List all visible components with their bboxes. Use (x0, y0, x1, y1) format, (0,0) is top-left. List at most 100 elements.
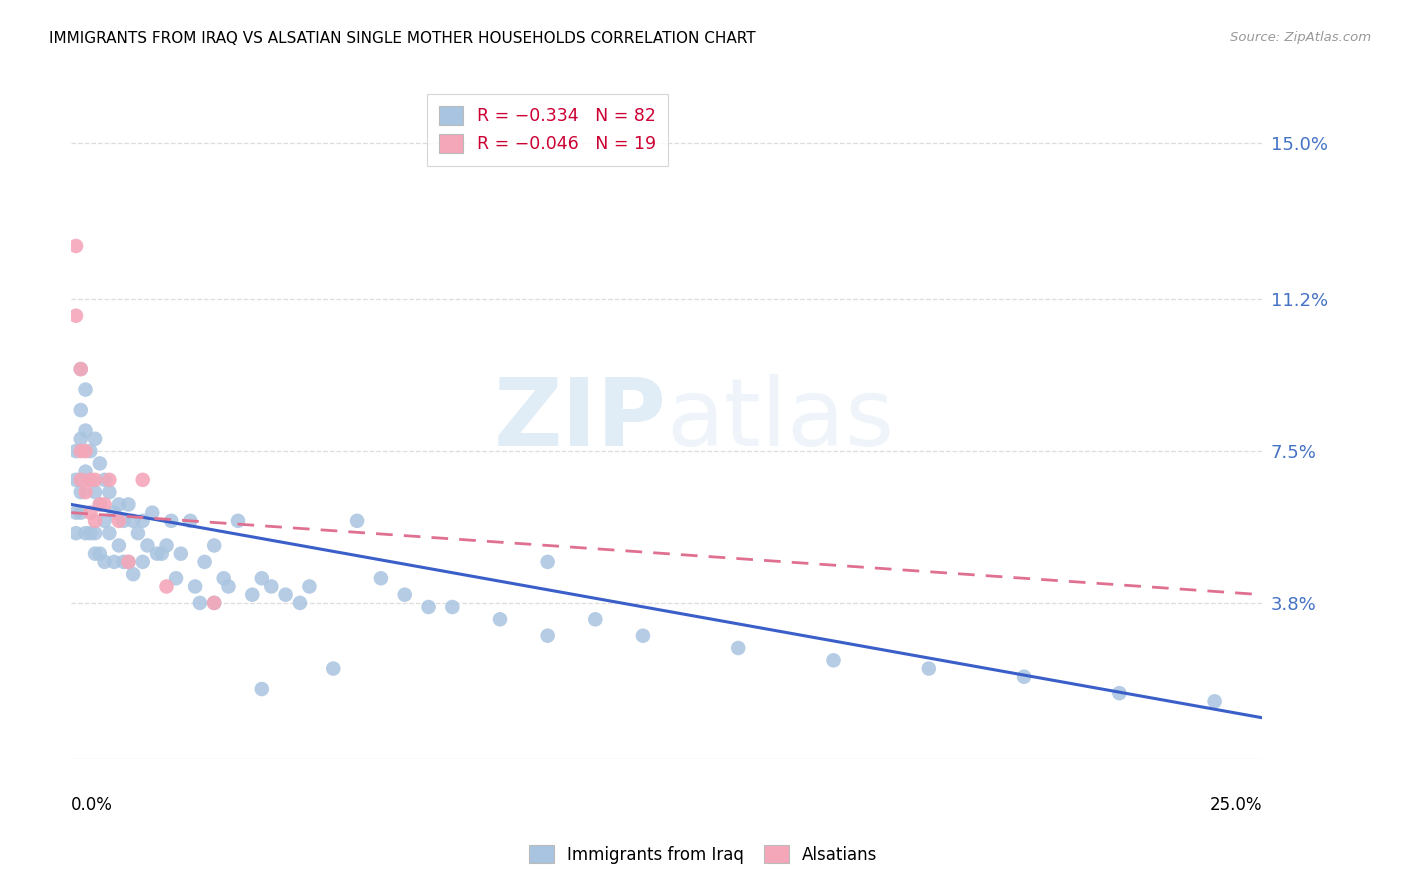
Point (65, 526, 87, 541)
Point (155, 579, 177, 593)
Point (165, 571, 187, 585)
Point (179, 514, 201, 528)
Point (84, 473, 107, 487)
Point (146, 547, 169, 561)
Point (250, 571, 273, 585)
Text: Source: ZipAtlas.com: Source: ZipAtlas.com (1230, 31, 1371, 45)
Point (274, 588, 297, 602)
Point (69, 403, 91, 417)
Point (122, 514, 145, 528)
Point (89, 547, 111, 561)
Point (1012, 670, 1035, 684)
Point (250, 681, 273, 696)
Point (84, 526, 107, 541)
Point (89, 498, 111, 512)
Point (69, 444, 91, 458)
Point (108, 514, 131, 528)
Point (155, 539, 177, 553)
Point (160, 514, 183, 528)
Point (93, 473, 115, 487)
Point (75, 444, 97, 458)
Point (122, 567, 145, 582)
Point (75, 485, 97, 500)
Point (131, 555, 153, 569)
Point (170, 547, 193, 561)
Point (918, 661, 941, 675)
Point (489, 612, 512, 626)
Point (98, 485, 121, 500)
Legend: Immigrants from Iraq, Alsatians: Immigrants from Iraq, Alsatians (522, 838, 884, 871)
Point (89, 457, 111, 471)
Point (75, 424, 97, 438)
Point (65, 473, 87, 487)
Point (103, 555, 125, 569)
Text: ZIP: ZIP (494, 375, 666, 467)
Legend: R = −0.334   N = 82, R = −0.046   N = 19: R = −0.334 N = 82, R = −0.046 N = 19 (427, 94, 668, 166)
Point (127, 526, 149, 541)
Point (65, 239, 87, 253)
Point (194, 555, 217, 569)
Point (75, 383, 97, 397)
Point (103, 506, 125, 520)
Point (112, 514, 135, 528)
Point (1108, 686, 1130, 700)
Point (1204, 694, 1226, 708)
Point (79, 506, 101, 520)
Point (260, 579, 283, 593)
Text: 0.0%: 0.0% (72, 796, 112, 814)
Point (441, 599, 464, 614)
Point (727, 640, 749, 655)
Point (75, 465, 97, 479)
Text: atlas: atlas (666, 375, 896, 467)
Point (217, 579, 239, 593)
Text: 25.0%: 25.0% (1209, 796, 1263, 814)
Point (79, 526, 101, 541)
Point (84, 432, 107, 446)
Point (202, 596, 225, 610)
Point (240, 588, 263, 602)
Point (69, 362, 91, 376)
Point (108, 498, 131, 512)
Point (537, 629, 560, 643)
Point (117, 555, 139, 569)
Point (69, 432, 91, 446)
Point (370, 571, 392, 585)
Point (583, 612, 606, 626)
Point (93, 555, 115, 569)
Point (108, 539, 131, 553)
Point (65, 506, 87, 520)
Point (322, 661, 344, 675)
Point (84, 485, 107, 500)
Point (93, 514, 115, 528)
Point (65, 444, 87, 458)
Point (131, 514, 153, 528)
Point (394, 588, 416, 602)
Point (69, 362, 91, 376)
Point (346, 514, 368, 528)
Text: IMMIGRANTS FROM IRAQ VS ALSATIAN SINGLE MOTHER HOUSEHOLDS CORRELATION CHART: IMMIGRANTS FROM IRAQ VS ALSATIAN SINGLE … (49, 31, 756, 46)
Point (212, 571, 235, 585)
Point (131, 473, 153, 487)
Point (188, 596, 211, 610)
Point (65, 309, 87, 323)
Point (84, 514, 107, 528)
Point (79, 473, 101, 487)
Point (418, 599, 440, 614)
Point (89, 498, 111, 512)
Point (112, 555, 135, 569)
Point (823, 653, 845, 667)
Point (141, 506, 163, 520)
Point (226, 514, 249, 528)
Point (150, 547, 173, 561)
Point (288, 596, 311, 610)
Point (537, 555, 560, 569)
Point (184, 579, 207, 593)
Point (202, 539, 225, 553)
Point (98, 473, 121, 487)
Point (298, 579, 321, 593)
Point (79, 444, 101, 458)
Point (98, 526, 121, 541)
Point (69, 506, 91, 520)
Point (631, 629, 654, 643)
Point (84, 547, 107, 561)
